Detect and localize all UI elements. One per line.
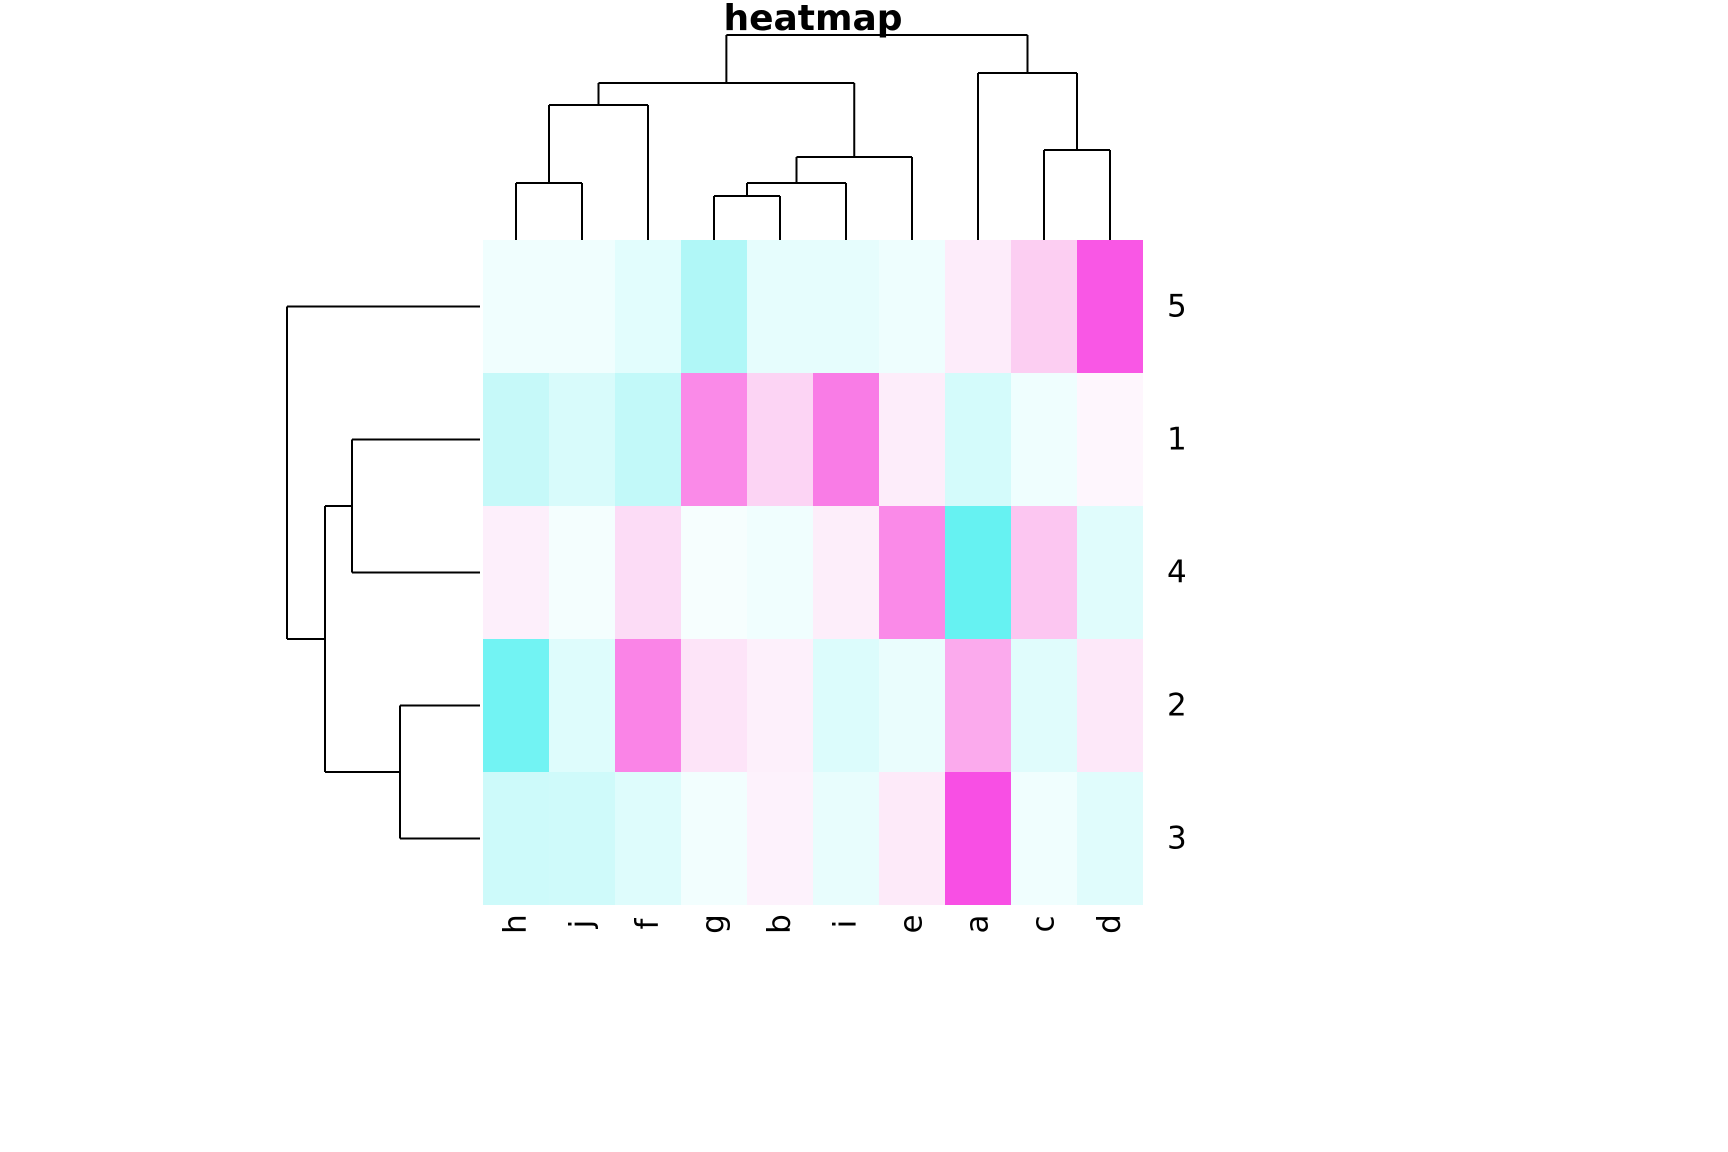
heatmap-cell-2-d xyxy=(1077,639,1143,772)
col-label-b: b xyxy=(761,914,798,934)
heatmap-cell-3-f xyxy=(615,772,681,905)
heatmap-cell-2-h xyxy=(483,639,549,772)
heatmap-cell-2-b xyxy=(747,639,813,772)
heatmap-cell-5-a xyxy=(945,240,1011,373)
heatmap-cell-3-g xyxy=(681,772,747,905)
chart-title: heatmap xyxy=(723,0,903,39)
row-label-3: 3 xyxy=(1167,820,1187,856)
heatmap-cell-5-j xyxy=(549,240,615,373)
heatmap-cell-2-e xyxy=(879,639,945,772)
heatmap-cell-5-h xyxy=(483,240,549,373)
heatmap-cell-1-g xyxy=(681,373,747,506)
heatmap-cell-1-j xyxy=(549,373,615,506)
heatmap-cell-4-j xyxy=(549,506,615,639)
heatmap-cell-2-f xyxy=(615,639,681,772)
col-label-e: e xyxy=(893,914,930,934)
heatmap-cell-4-b xyxy=(747,506,813,639)
heatmap-cell-1-a xyxy=(945,373,1011,506)
col-label-c: c xyxy=(1025,915,1062,933)
heatmap-cell-2-c xyxy=(1011,639,1077,772)
heatmap-cell-2-i xyxy=(813,639,879,772)
heatmap-cell-1-f xyxy=(615,373,681,506)
row-label-4: 4 xyxy=(1167,554,1187,590)
heatmap-cell-5-f xyxy=(615,240,681,373)
heatmap-cell-3-d xyxy=(1077,772,1143,905)
heatmap-cell-3-e xyxy=(879,772,945,905)
heatmap-cell-1-b xyxy=(747,373,813,506)
heatmap-cell-3-a xyxy=(945,772,1011,905)
heatmap-cell-5-i xyxy=(813,240,879,373)
heatmap-cell-5-c xyxy=(1011,240,1077,373)
heatmap-cell-5-g xyxy=(681,240,747,373)
heatmap-cell-1-c xyxy=(1011,373,1077,506)
heatmap-cell-5-d xyxy=(1077,240,1143,373)
heatmap-cell-2-g xyxy=(681,639,747,772)
row-label-2: 2 xyxy=(1167,687,1187,723)
row-label-5: 5 xyxy=(1167,288,1187,324)
heatmap-cell-4-f xyxy=(615,506,681,639)
heatmap-cell-5-e xyxy=(879,240,945,373)
heatmap-cell-1-i xyxy=(813,373,879,506)
heatmap-cell-4-e xyxy=(879,506,945,639)
row-label-1: 1 xyxy=(1167,421,1187,457)
col-label-i: i xyxy=(827,919,864,929)
heatmap-cell-3-b xyxy=(747,772,813,905)
heatmap-cell-3-i xyxy=(813,772,879,905)
heatmap-cell-3-j xyxy=(549,772,615,905)
heatmap-cell-4-h xyxy=(483,506,549,639)
heatmap-grid xyxy=(483,240,1143,905)
col-label-j: j xyxy=(563,919,600,929)
heatmap-cell-1-e xyxy=(879,373,945,506)
heatmap-cell-4-d xyxy=(1077,506,1143,639)
col-label-f: f xyxy=(629,918,666,930)
heatmap-cell-4-g xyxy=(681,506,747,639)
col-label-g: g xyxy=(695,914,732,934)
col-label-a: a xyxy=(959,914,996,934)
heatmap-cell-4-c xyxy=(1011,506,1077,639)
heatmap-cell-4-i xyxy=(813,506,879,639)
heatmap-cell-2-j xyxy=(549,639,615,772)
col-label-h: h xyxy=(497,914,534,934)
heatmap-cell-2-a xyxy=(945,639,1011,772)
heatmap-cell-3-c xyxy=(1011,772,1077,905)
heatmap-cell-4-a xyxy=(945,506,1011,639)
heatmap-cell-1-h xyxy=(483,373,549,506)
heatmap-cell-1-d xyxy=(1077,373,1143,506)
col-label-d: d xyxy=(1091,914,1128,934)
heatmap-cell-3-h xyxy=(483,772,549,905)
heatmap-cell-5-b xyxy=(747,240,813,373)
